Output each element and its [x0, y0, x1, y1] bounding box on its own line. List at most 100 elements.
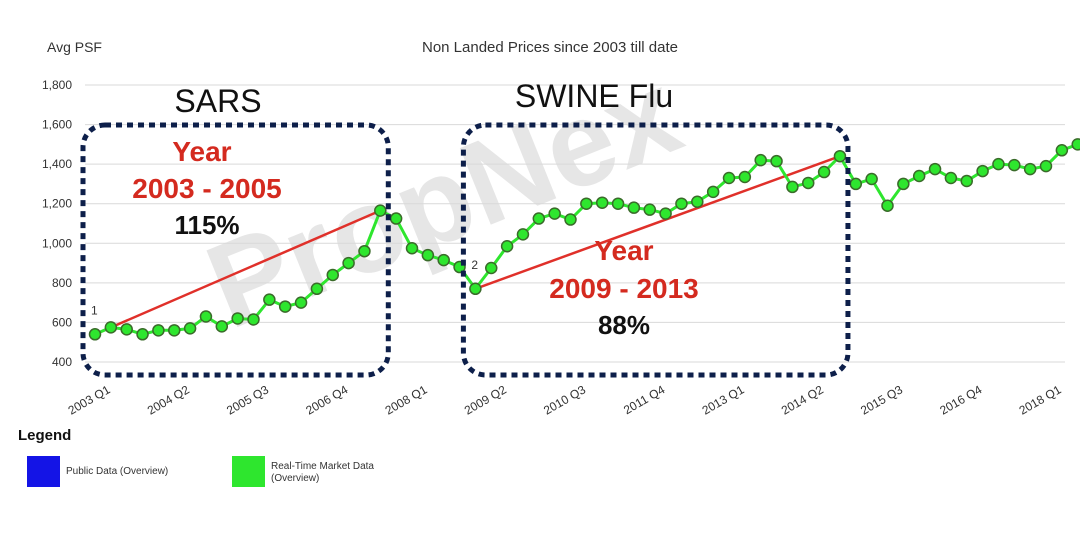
- data-point-realtime: [389, 212, 403, 225]
- data-point-realtime: [817, 165, 831, 179]
- data-point-realtime: [738, 170, 752, 184]
- legend-label-realtime: Real-Time Market Data (Overview): [271, 461, 374, 484]
- y-tick-label: 400: [52, 355, 72, 369]
- data-point-realtime: [912, 169, 926, 183]
- x-axis: 2003 Q1 2004 Q2 2005 Q3 2006 Q4 2008 Q1 2009 …: [66, 382, 1064, 417]
- data-point-realtime: [960, 174, 973, 188]
- data-point-realtime: [469, 282, 482, 296]
- series-points: [88, 138, 1080, 341]
- y-axis-label: Avg PSF: [47, 39, 102, 55]
- data-point-realtime: [992, 157, 1005, 171]
- y-tick-label: 1,200: [42, 197, 72, 211]
- x-tick-label: 2014 Q2: [779, 382, 826, 417]
- data-point-realtime: [199, 310, 213, 323]
- data-point-realtime: [611, 197, 625, 210]
- data-point-realtime: [437, 253, 450, 267]
- data-point-realtime: [865, 172, 878, 186]
- data-point-realtime: [564, 213, 577, 226]
- data-point-realtime: [263, 293, 276, 306]
- data-point-realtime: [802, 176, 815, 190]
- data-point-realtime: [88, 328, 102, 341]
- sars-annotation-box: [80, 122, 391, 378]
- x-tick-label: 2008 Q1: [383, 382, 430, 417]
- data-point-realtime: [532, 212, 546, 225]
- x-tick-label: 2013 Q1: [700, 382, 747, 417]
- x-tick-label: 2005 Q3: [224, 382, 271, 417]
- x-tick-label: 2011 Q4: [621, 382, 667, 417]
- y-tick-label: 1,800: [42, 78, 72, 92]
- data-point-realtime: [580, 197, 593, 210]
- x-tick-label: 2004 Q2: [145, 382, 192, 417]
- data-point-realtime: [833, 149, 847, 163]
- data-point-realtime: [152, 324, 165, 337]
- x-tick-label: 2010 Q3: [541, 382, 588, 417]
- y-tick-label: 1,000: [42, 236, 72, 250]
- data-point-realtime: [1055, 144, 1069, 157]
- data-point-realtime: [516, 228, 530, 241]
- data-point-realtime: [881, 199, 894, 212]
- data-point-realtime: [358, 244, 371, 258]
- y-tick-label: 1,400: [42, 157, 72, 171]
- data-point-realtime: [326, 268, 339, 282]
- sars-heading: SARS: [174, 83, 261, 119]
- data-point-realtime: [675, 197, 688, 210]
- data-point-realtime: [754, 153, 767, 167]
- trendlines: [94, 155, 841, 336]
- data-point-realtime: [310, 282, 324, 296]
- data-point-realtime: [659, 207, 672, 220]
- data-point-realtime: [595, 196, 609, 209]
- x-tick-label: 2009 Q2: [462, 382, 509, 417]
- data-point-realtime: [706, 185, 720, 199]
- data-point-realtime: [278, 300, 292, 313]
- data-point-realtime: [247, 313, 260, 326]
- legend-swatch-realtime: [232, 456, 265, 487]
- data-point-realtime: [421, 248, 435, 262]
- point-markers: 12: [91, 258, 478, 318]
- data-point-realtime: [183, 322, 197, 335]
- data-point-realtime: [104, 321, 118, 334]
- data-point-realtime: [786, 180, 799, 194]
- data-point-realtime: [770, 154, 783, 168]
- data-point-realtime: [136, 328, 149, 341]
- data-point-realtime: [1008, 158, 1021, 172]
- swine-percent: 88%: [598, 310, 650, 340]
- data-point-realtime: [897, 177, 910, 191]
- x-tick-label: 2016 Q4: [937, 382, 984, 417]
- data-point-realtime: [722, 171, 736, 185]
- chart-title: Non Landed Prices since 2003 till date: [422, 39, 678, 56]
- data-point-realtime: [374, 204, 387, 217]
- swine-year-label: Year: [594, 235, 653, 266]
- data-point-realtime: [215, 320, 229, 333]
- swine-annotation-box: [460, 122, 851, 378]
- data-point-realtime: [1023, 162, 1037, 176]
- legend-swatch-public: [27, 456, 60, 487]
- legend-title: Legend: [18, 427, 71, 444]
- x-tick-label: 2015 Q3: [858, 382, 905, 417]
- x-tick-label: 2006 Q4: [303, 382, 350, 417]
- swine-heading: SWINE Flu: [515, 78, 673, 114]
- legend-label-public: Public Data (Overview): [66, 466, 168, 477]
- data-point-realtime: [691, 195, 704, 208]
- data-point-realtime: [976, 164, 989, 178]
- y-tick-label: 1,600: [42, 118, 72, 132]
- data-point-realtime: [485, 261, 498, 275]
- data-point-realtime: [548, 207, 561, 220]
- data-point-realtime: [500, 240, 514, 253]
- data-point-realtime: [231, 312, 244, 325]
- y-axis: 400 600 800 1,000 1,200 1,400 1,600 1,800: [42, 78, 72, 369]
- data-point-realtime: [627, 201, 641, 214]
- trend-line: [474, 155, 841, 290]
- data-point-realtime: [120, 323, 133, 336]
- data-point-realtime: [1039, 159, 1053, 173]
- data-point-realtime: [944, 171, 958, 185]
- data-point-realtime: [849, 177, 863, 191]
- sars-year-range: 2003 - 2005: [132, 173, 281, 204]
- x-tick-label: 2003 Q1: [66, 382, 113, 417]
- x-tick-label: 2018 Q1: [1017, 382, 1064, 417]
- data-point-realtime: [1071, 138, 1080, 151]
- point-marker-label: 2: [471, 258, 478, 272]
- data-point-realtime: [342, 256, 355, 270]
- sars-percent: 115%: [174, 210, 239, 240]
- data-point-realtime: [294, 296, 308, 309]
